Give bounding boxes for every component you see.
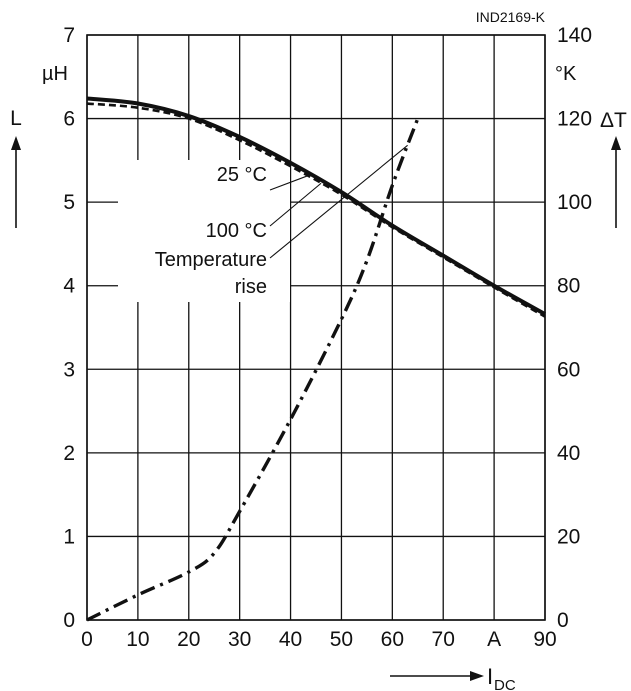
vertical-gridlines bbox=[86, 35, 546, 620]
x-tick-label-7: 70 bbox=[432, 628, 455, 651]
x-tick-label-6: 60 bbox=[381, 628, 404, 651]
right-axis-label: ΔT bbox=[600, 109, 627, 132]
legend-label-100c: 100 °C bbox=[206, 220, 267, 242]
right-y-axis-tick-labels: 0 20 40 60 80 100 120 140 bbox=[557, 24, 592, 632]
x-tick-label-2: 20 bbox=[177, 628, 200, 651]
x-tick-label-5: 50 bbox=[330, 628, 353, 651]
left-y-tick-label-7: 7 bbox=[63, 24, 75, 47]
left-y-tick-label-5: 5 bbox=[63, 191, 75, 214]
x-tick-label-1: 10 bbox=[126, 628, 149, 651]
legend-leader-lines bbox=[269, 144, 408, 259]
plot-frame bbox=[86, 34, 546, 621]
left-axis-arrow-icon bbox=[11, 136, 21, 228]
right-y-tick-label-5: 100 bbox=[557, 191, 592, 214]
left-y-tick-label-4: 4 bbox=[63, 275, 75, 298]
right-y-tick-label-4: 80 bbox=[557, 275, 580, 298]
x-axis-label: I bbox=[487, 664, 493, 689]
x-tick-label-4: 40 bbox=[279, 628, 302, 651]
right-axis-arrow-icon bbox=[611, 136, 621, 228]
x-tick-label-3: 30 bbox=[228, 628, 251, 651]
series-line-temperature-rise bbox=[86, 117, 420, 622]
left-y-tick-label-3: 3 bbox=[63, 358, 75, 381]
figure-code: IND2169-K bbox=[476, 9, 546, 25]
right-y-tick-label-7: 140 bbox=[557, 24, 592, 47]
x-axis-label-subscript: DC bbox=[494, 677, 516, 691]
legend-label-rise: rise bbox=[235, 276, 267, 298]
left-y-tick-label-2: 2 bbox=[63, 442, 75, 465]
legend-label-temperature: Temperature bbox=[155, 249, 267, 271]
series-line-25c bbox=[86, 96, 546, 316]
left-y-tick-label-1: 1 bbox=[63, 525, 75, 548]
legend-label-25c: 25 °C bbox=[217, 164, 267, 186]
x-axis-arrow-icon bbox=[390, 671, 484, 681]
leader-100c bbox=[269, 182, 322, 227]
leader-temperature bbox=[269, 144, 408, 259]
left-y-axis-tick-labels: 0 1 2 3 4 5 6 7 bbox=[63, 24, 75, 632]
leader-25c bbox=[269, 174, 312, 191]
right-axis-unit: °K bbox=[555, 63, 577, 85]
series-lines bbox=[86, 96, 546, 622]
horizontal-gridlines bbox=[87, 34, 545, 621]
right-y-tick-label-1: 20 bbox=[557, 525, 580, 548]
x-tick-label-9: 90 bbox=[533, 628, 556, 651]
left-axis-label: L bbox=[10, 107, 22, 130]
left-y-tick-label-0: 0 bbox=[63, 609, 75, 632]
x-axis-tick-labels: 0 10 20 30 40 50 60 70 A 90 bbox=[81, 628, 557, 651]
x-tick-label-0: 0 bbox=[81, 628, 93, 651]
right-y-tick-label-2: 40 bbox=[557, 442, 580, 465]
right-y-tick-label-0: 0 bbox=[557, 609, 569, 632]
left-y-tick-label-6: 6 bbox=[63, 108, 75, 131]
right-y-tick-label-3: 60 bbox=[557, 358, 580, 381]
right-y-tick-label-6: 120 bbox=[557, 108, 592, 131]
x-tick-label-8: A bbox=[487, 628, 501, 651]
left-axis-unit: µH bbox=[42, 63, 68, 85]
legend-backdrop bbox=[118, 160, 290, 302]
